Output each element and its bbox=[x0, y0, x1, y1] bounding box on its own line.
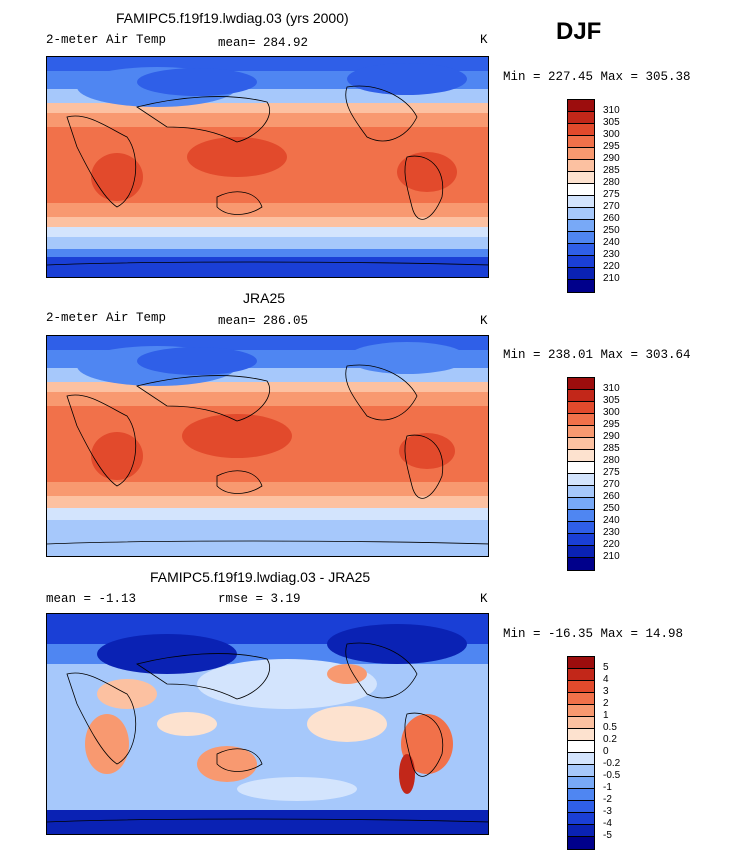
panel-3-units: K bbox=[480, 592, 488, 606]
panel-1-map-plot bbox=[47, 57, 488, 277]
colorbar-tick: 275 bbox=[603, 189, 620, 200]
colorbar-tick: 270 bbox=[603, 201, 620, 212]
colorbar-tick: 285 bbox=[603, 165, 620, 176]
panel-2-title: JRA25 bbox=[243, 290, 286, 306]
colorbar-tick: 210 bbox=[603, 551, 620, 562]
colorbar-tick: 220 bbox=[603, 261, 620, 272]
colorbar-tick: 295 bbox=[603, 419, 620, 430]
panel-2-map bbox=[46, 335, 489, 557]
panel-3-mean: mean = -1.13 bbox=[46, 592, 137, 606]
colorbar-tick: 220 bbox=[603, 539, 620, 550]
colorbar-tick: 1 bbox=[603, 710, 609, 721]
panel-2-mean: mean= 286.05 bbox=[218, 314, 309, 328]
panel-3-map bbox=[46, 613, 489, 835]
colorbar-tick: 260 bbox=[603, 213, 620, 224]
panel-1-mean: mean= 284.92 bbox=[218, 36, 309, 50]
colorbar-tick: 0 bbox=[603, 746, 609, 757]
colorbar-tick: -1 bbox=[603, 782, 612, 793]
season-label: DJF bbox=[556, 18, 602, 45]
panel-2-colorbar bbox=[567, 377, 595, 571]
panel-1-variable-label: 2-meter Air Temp bbox=[46, 33, 167, 47]
colorbar-tick: 210 bbox=[603, 273, 620, 284]
colorbar-tick: 260 bbox=[603, 491, 620, 502]
colorbar-tick: 5 bbox=[603, 662, 609, 673]
colorbar-tick: -3 bbox=[603, 806, 612, 817]
panel-1-colorbar bbox=[567, 99, 595, 293]
colorbar-tick: 305 bbox=[603, 395, 620, 406]
panel-3-title: FAMIPC5.f19f19.lwdiag.03 - JRA25 bbox=[150, 569, 371, 585]
colorbar-tick: 0.5 bbox=[603, 722, 617, 733]
colorbar-tick: -0.2 bbox=[603, 758, 621, 769]
colorbar-tick: 300 bbox=[603, 129, 620, 140]
panel-1-title: FAMIPC5.f19f19.lwdiag.03 (yrs 2000) bbox=[116, 10, 349, 26]
panel-2-units: K bbox=[480, 314, 488, 328]
colorbar-tick: 4 bbox=[603, 674, 609, 685]
panel-2-map-plot bbox=[47, 336, 488, 556]
colorbar-tick: 310 bbox=[603, 105, 620, 116]
colorbar-tick: -5 bbox=[603, 830, 612, 841]
panel-3-rmse: rmse = 3.19 bbox=[218, 592, 301, 606]
panel-2-minmax: Min = 238.01 Max = 303.64 bbox=[503, 348, 691, 362]
colorbar-tick: 310 bbox=[603, 383, 620, 394]
colorbar-tick: 290 bbox=[603, 431, 620, 442]
colorbar-tick: 250 bbox=[603, 503, 620, 514]
colorbar-tick: 300 bbox=[603, 407, 620, 418]
panel-1-units: K bbox=[480, 33, 488, 47]
colorbar-tick: 270 bbox=[603, 479, 620, 490]
colorbar-tick: 275 bbox=[603, 467, 620, 478]
panel-2-variable-label: 2-meter Air Temp bbox=[46, 311, 167, 325]
colorbar-tick: 2 bbox=[603, 698, 609, 709]
panel-3-colorbar bbox=[567, 656, 595, 850]
panel-3-map-plot bbox=[47, 614, 488, 834]
colorbar-tick: 280 bbox=[603, 177, 620, 188]
colorbar-tick: -4 bbox=[603, 818, 612, 829]
panel-3-minmax: Min = -16.35 Max = 14.98 bbox=[503, 627, 684, 641]
colorbar-tick: -0.5 bbox=[603, 770, 621, 781]
colorbar-tick: 240 bbox=[603, 515, 620, 526]
colorbar-tick: 305 bbox=[603, 117, 620, 128]
colorbar-tick: 280 bbox=[603, 455, 620, 466]
panel-1-map bbox=[46, 56, 489, 278]
colorbar-tick: 285 bbox=[603, 443, 620, 454]
colorbar-tick: 295 bbox=[603, 141, 620, 152]
colorbar-tick: 3 bbox=[603, 686, 609, 697]
colorbar-tick: 250 bbox=[603, 225, 620, 236]
colorbar-tick: 290 bbox=[603, 153, 620, 164]
colorbar-tick: -2 bbox=[603, 794, 612, 805]
colorbar-tick: 230 bbox=[603, 249, 620, 260]
colorbar-tick: 240 bbox=[603, 237, 620, 248]
panel-1-minmax: Min = 227.45 Max = 305.38 bbox=[503, 70, 691, 84]
colorbar-tick: 230 bbox=[603, 527, 620, 538]
colorbar-tick: 0.2 bbox=[603, 734, 617, 745]
